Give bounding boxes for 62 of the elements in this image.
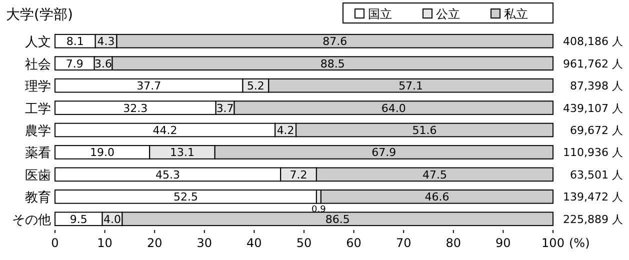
- data-label: 7.2: [290, 168, 308, 182]
- data-label: 4.2: [276, 124, 294, 137]
- x-tick-label: 20: [146, 236, 162, 250]
- y-tick-label: 薬看: [25, 146, 51, 162]
- text: 110,936 人: [563, 146, 623, 160]
- text: 69,672 人: [570, 124, 623, 137]
- y-tick-label: 理学: [25, 80, 51, 95]
- data-label: 45.3: [156, 168, 180, 182]
- x-tick-label: 100: [542, 236, 564, 250]
- data-label: 5.2: [246, 80, 264, 93]
- y-tick-label: 人文: [25, 35, 51, 50]
- x-tick-label: 80: [446, 236, 462, 250]
- x-axis-title: (%): [569, 236, 590, 250]
- x-tick-label: 90: [496, 236, 511, 250]
- data-label: 4.0: [104, 212, 122, 226]
- legend-label: 私立: [504, 7, 528, 21]
- x-tick-label: 40: [246, 236, 262, 250]
- text: 87,398 人: [570, 80, 623, 93]
- data-label: 19.0: [90, 146, 115, 160]
- data-label: 8.1: [66, 35, 84, 48]
- data-label: 67.9: [372, 146, 396, 160]
- data-label: 37.7: [136, 80, 162, 93]
- data-label: 86.5: [325, 212, 350, 226]
- data-label: 88.5: [320, 57, 345, 70]
- data-label: 9.5: [70, 212, 88, 226]
- data-label: 3.7: [216, 102, 234, 115]
- x-tick-label: 30: [196, 236, 212, 250]
- data-label: 51.6: [412, 124, 437, 137]
- x-tick-label: 10: [97, 236, 112, 250]
- data-label: 32.3: [123, 102, 148, 115]
- legend-label: 公立: [436, 7, 460, 21]
- data-label: 87.6: [322, 35, 348, 48]
- text: 63,501 人: [570, 168, 623, 182]
- y-tick-label: 農学: [25, 124, 51, 139]
- data-label: 13.1: [170, 146, 194, 160]
- y-tick-label: その他: [12, 212, 51, 228]
- data-label: 4.3: [97, 35, 115, 48]
- chart-title: 大学(学部): [6, 7, 73, 23]
- y-tick-label: 社会: [25, 57, 51, 72]
- data-label: 47.5: [422, 168, 447, 182]
- data-label: 64.0: [381, 102, 406, 115]
- legend-label: 国立: [368, 7, 392, 21]
- y-tick-label: 教育: [25, 190, 51, 206]
- data-label: 3.6: [94, 57, 112, 70]
- text: 225,889 人: [563, 212, 623, 226]
- data-label: 7.9: [66, 57, 84, 70]
- text: 139,472 人: [563, 190, 623, 204]
- bar: [54, 190, 317, 204]
- x-tick-label: 0: [51, 236, 59, 250]
- x-tick-label: 70: [396, 236, 412, 250]
- y-tick-label: 工学: [25, 102, 51, 117]
- data-label: 44.2: [152, 124, 178, 137]
- x-tick-label: 50: [296, 236, 312, 250]
- text: 408,186 人: [563, 35, 623, 48]
- text: 439,107 人: [563, 102, 623, 115]
- data-label: 46.6: [424, 190, 450, 204]
- bar: [320, 190, 554, 204]
- text: 961,762 人: [563, 57, 623, 70]
- data-label: 52.5: [173, 190, 198, 204]
- data-label: 57.1: [398, 80, 424, 93]
- y-tick-label: 医歯: [25, 168, 51, 184]
- x-tick-label: 60: [346, 236, 362, 250]
